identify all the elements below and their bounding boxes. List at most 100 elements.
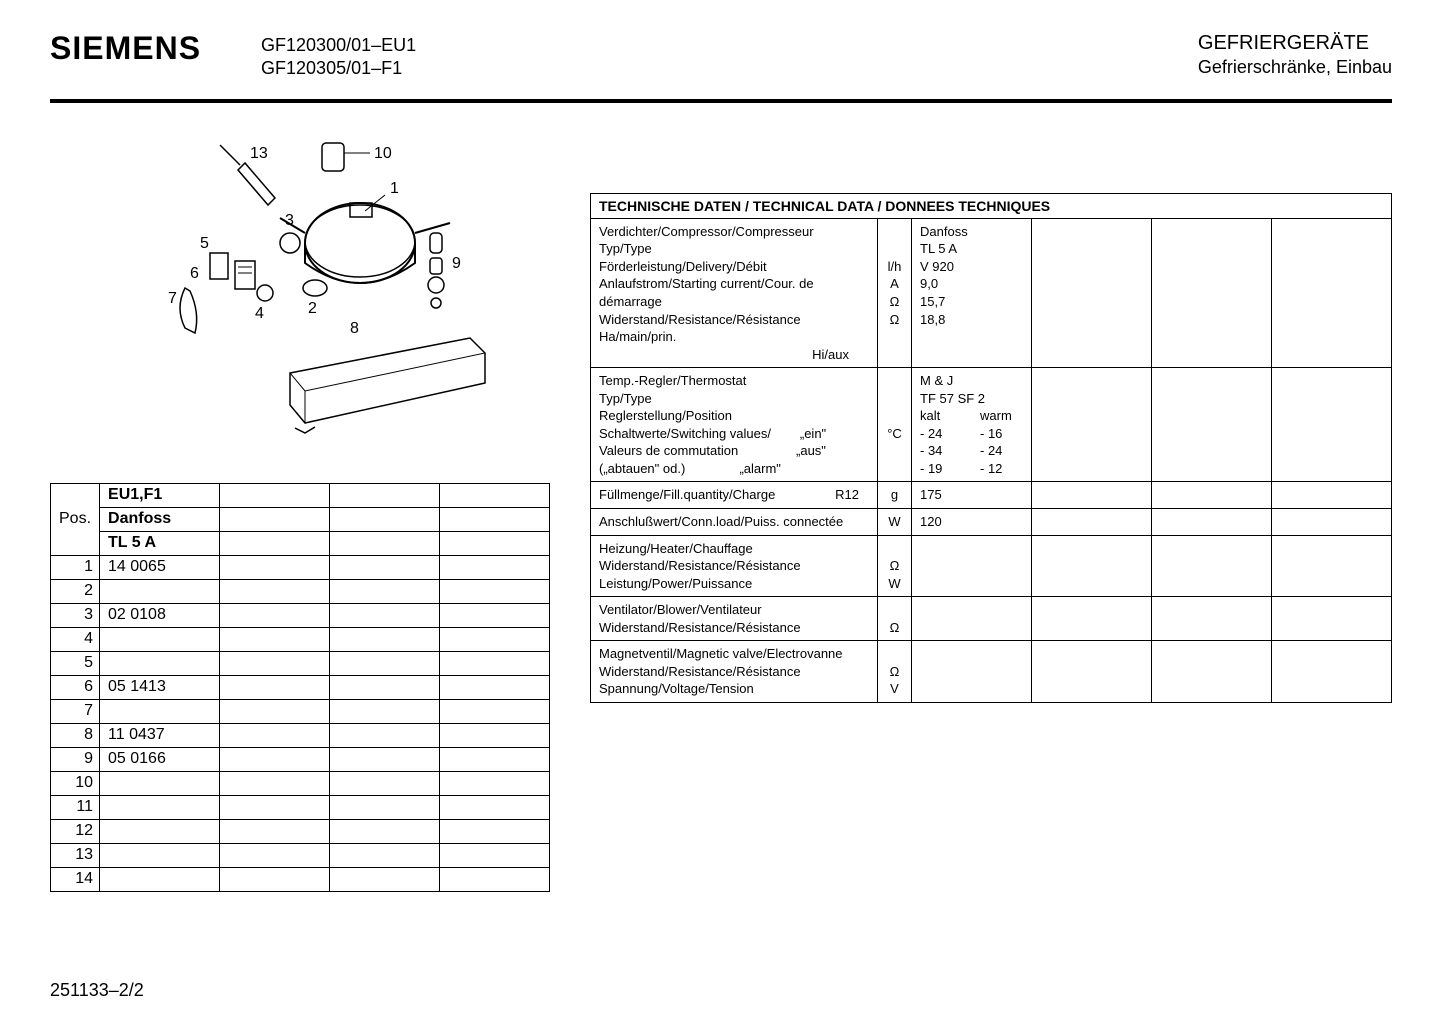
diagram-label-8: 8 [350, 320, 359, 337]
parts-val [100, 867, 220, 891]
valve-l2: Widerstand/Resistance/Résistance [599, 663, 869, 681]
table-row: 4 [51, 627, 550, 651]
therm-v4a: - 24 [920, 425, 980, 443]
therm-l3: Reglerstellung/Position [599, 407, 869, 425]
exploded-diagram: 10 13 1 3 5 6 4 2 [90, 133, 510, 463]
category-line-1: GEFRIERGERÄTE [1198, 30, 1392, 56]
comp-v6: 18,8 [920, 311, 1023, 329]
therm-v3a: kalt [920, 407, 980, 425]
parts-val: 05 1413 [100, 675, 220, 699]
table-row: 13 [51, 843, 550, 867]
therm-v5a: - 34 [920, 442, 980, 460]
comp-l3: Förderleistung/Delivery/Débit [599, 258, 869, 276]
fill-label: Füllmenge/Fill.quantity/Charge [599, 487, 775, 502]
parts-pos: 3 [51, 603, 100, 627]
page-header: SIEMENS GF120300/01–EU1 GF120305/01–F1 G… [50, 30, 1392, 103]
diagram-label-6: 6 [190, 265, 199, 282]
comp-v4: 9,0 [920, 275, 1023, 293]
valve-l3: Spannung/Voltage/Tension [599, 680, 869, 698]
category-line-2: Gefrierschränke, Einbau [1198, 56, 1392, 79]
comp-u3: l/h [886, 258, 903, 276]
comp-u5: Ω [886, 293, 903, 311]
comp-v5: 15,7 [920, 293, 1023, 311]
table-row: 12 [51, 819, 550, 843]
therm-v6a: - 19 [920, 460, 980, 478]
fill-unit: g [878, 482, 912, 509]
table-row: 5 [51, 651, 550, 675]
diagram-label-7: 7 [168, 290, 177, 307]
conn-val: 120 [912, 508, 1032, 535]
diagram-label-1: 1 [390, 180, 399, 197]
parts-pos: 2 [51, 579, 100, 603]
header-left: SIEMENS GF120300/01–EU1 GF120305/01–F1 [50, 30, 416, 81]
tech-row-blower: Ventilator/Blower/Ventilateur Widerstand… [591, 597, 1392, 641]
parts-val [100, 699, 220, 723]
model-codes: GF120300/01–EU1 GF120305/01–F1 [261, 34, 416, 81]
heat-u2: Ω [886, 557, 903, 575]
parts-val [100, 843, 220, 867]
parts-val [100, 795, 220, 819]
valve-l1: Magnetventil/Magnetic valve/Electrovanne [599, 645, 869, 663]
parts-pos: 6 [51, 675, 100, 699]
tech-row-thermostat: Temp.-Regler/Thermostat Typ/Type Reglers… [591, 368, 1392, 482]
table-row: 11 [51, 795, 550, 819]
tech-title: TECHNISCHE DATEN / TECHNICAL DATA / DONN… [591, 193, 1392, 218]
diagram-label-13: 13 [250, 145, 268, 162]
comp-u6: Ω [886, 311, 903, 329]
heat-u3: W [886, 575, 903, 593]
tech-row-fill: Füllmenge/Fill.quantity/Charge R12 g 175 [591, 482, 1392, 509]
parts-pos: 1 [51, 555, 100, 579]
diagram-label-3: 3 [285, 212, 294, 229]
valve-u3: V [886, 680, 903, 698]
parts-pos: 7 [51, 699, 100, 723]
table-row: 3 02 0108 [51, 603, 550, 627]
therm-l5: Valeurs de commutation „aus" [599, 442, 869, 460]
parts-val [100, 627, 220, 651]
comp-l6: Hi/aux [599, 346, 869, 364]
tech-row-conn: Anschlußwert/Conn.load/Puiss. connectée … [591, 508, 1392, 535]
left-column: 10 13 1 3 5 6 4 2 [50, 133, 550, 892]
comp-v2: TL 5 A [920, 240, 1023, 258]
parts-val [100, 579, 220, 603]
parts-pos: 9 [51, 747, 100, 771]
parts-val: 14 0065 [100, 555, 220, 579]
comp-l5: Widerstand/Resistance/Résistance Ha/main… [599, 311, 869, 346]
therm-l2: Typ/Type [599, 390, 869, 408]
parts-pos: 12 [51, 819, 100, 843]
parts-pos: 11 [51, 795, 100, 819]
fill-val: 175 [912, 482, 1032, 509]
comp-l1: Verdichter/Compressor/Compresseur [599, 223, 869, 241]
tech-row-valve: Magnetventil/Magnetic valve/Electrovanne… [591, 641, 1392, 703]
comp-l4: Anlaufstrom/Starting current/Cour. de dé… [599, 275, 869, 310]
valve-u2: Ω [886, 663, 903, 681]
blow-u2: Ω [886, 619, 903, 637]
tech-row-compressor: Verdichter/Compressor/Compresseur Typ/Ty… [591, 218, 1392, 367]
parts-val: 11 0437 [100, 723, 220, 747]
therm-v5b: - 24 [980, 443, 1002, 458]
therm-v3b: warm [980, 408, 1012, 423]
therm-l1: Temp.-Regler/Thermostat [599, 372, 869, 390]
diagram-label-10: 10 [374, 145, 392, 162]
table-row: 9 05 0166 [51, 747, 550, 771]
blow-l2: Widerstand/Resistance/Résistance [599, 619, 869, 637]
parts-blank [220, 483, 330, 507]
therm-v2: TF 57 SF 2 [920, 390, 1023, 408]
parts-pos-header: Pos. [51, 483, 100, 555]
parts-pos: 4 [51, 627, 100, 651]
diagram-label-2: 2 [308, 300, 317, 317]
therm-l6: („abtauen" od.) „alarm" [599, 460, 869, 478]
conn-unit: W [878, 508, 912, 535]
right-column: TECHNISCHE DATEN / TECHNICAL DATA / DONN… [590, 133, 1392, 892]
fill-ref: R12 [835, 486, 869, 504]
parts-hdr-2: Danfoss [100, 507, 220, 531]
parts-pos: 14 [51, 867, 100, 891]
parts-pos: 13 [51, 843, 100, 867]
comp-v1: Danfoss [920, 223, 1023, 241]
parts-val: 05 0166 [100, 747, 220, 771]
parts-val: 02 0108 [100, 603, 220, 627]
table-row: 7 [51, 699, 550, 723]
parts-blank [439, 483, 549, 507]
therm-v6b: - 12 [980, 461, 1002, 476]
header-right: GEFRIERGERÄTE Gefrierschränke, Einbau [1198, 30, 1392, 79]
model-line-1: GF120300/01–EU1 [261, 34, 416, 57]
